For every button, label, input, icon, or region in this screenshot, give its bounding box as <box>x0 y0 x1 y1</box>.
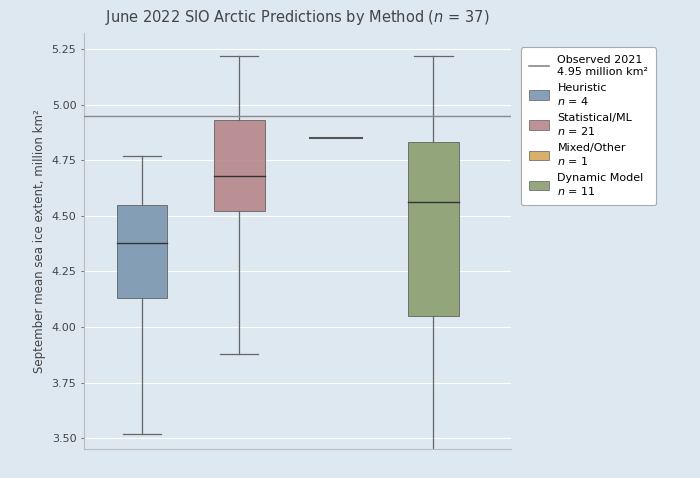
Y-axis label: September mean sea ice extent, million km²: September mean sea ice extent, million k… <box>33 109 46 373</box>
Title: June 2022 SIO Arctic Predictions by Method ($n$ = 37): June 2022 SIO Arctic Predictions by Meth… <box>105 8 490 27</box>
Bar <box>408 142 458 316</box>
Legend: Observed 2021
4.95 million km², Heuristic
$n$ = 4, Statistical/ML
$n$ = 21, Mixe: Observed 2021 4.95 million km², Heuristi… <box>521 47 657 205</box>
Bar <box>117 205 167 298</box>
Bar <box>214 120 265 211</box>
